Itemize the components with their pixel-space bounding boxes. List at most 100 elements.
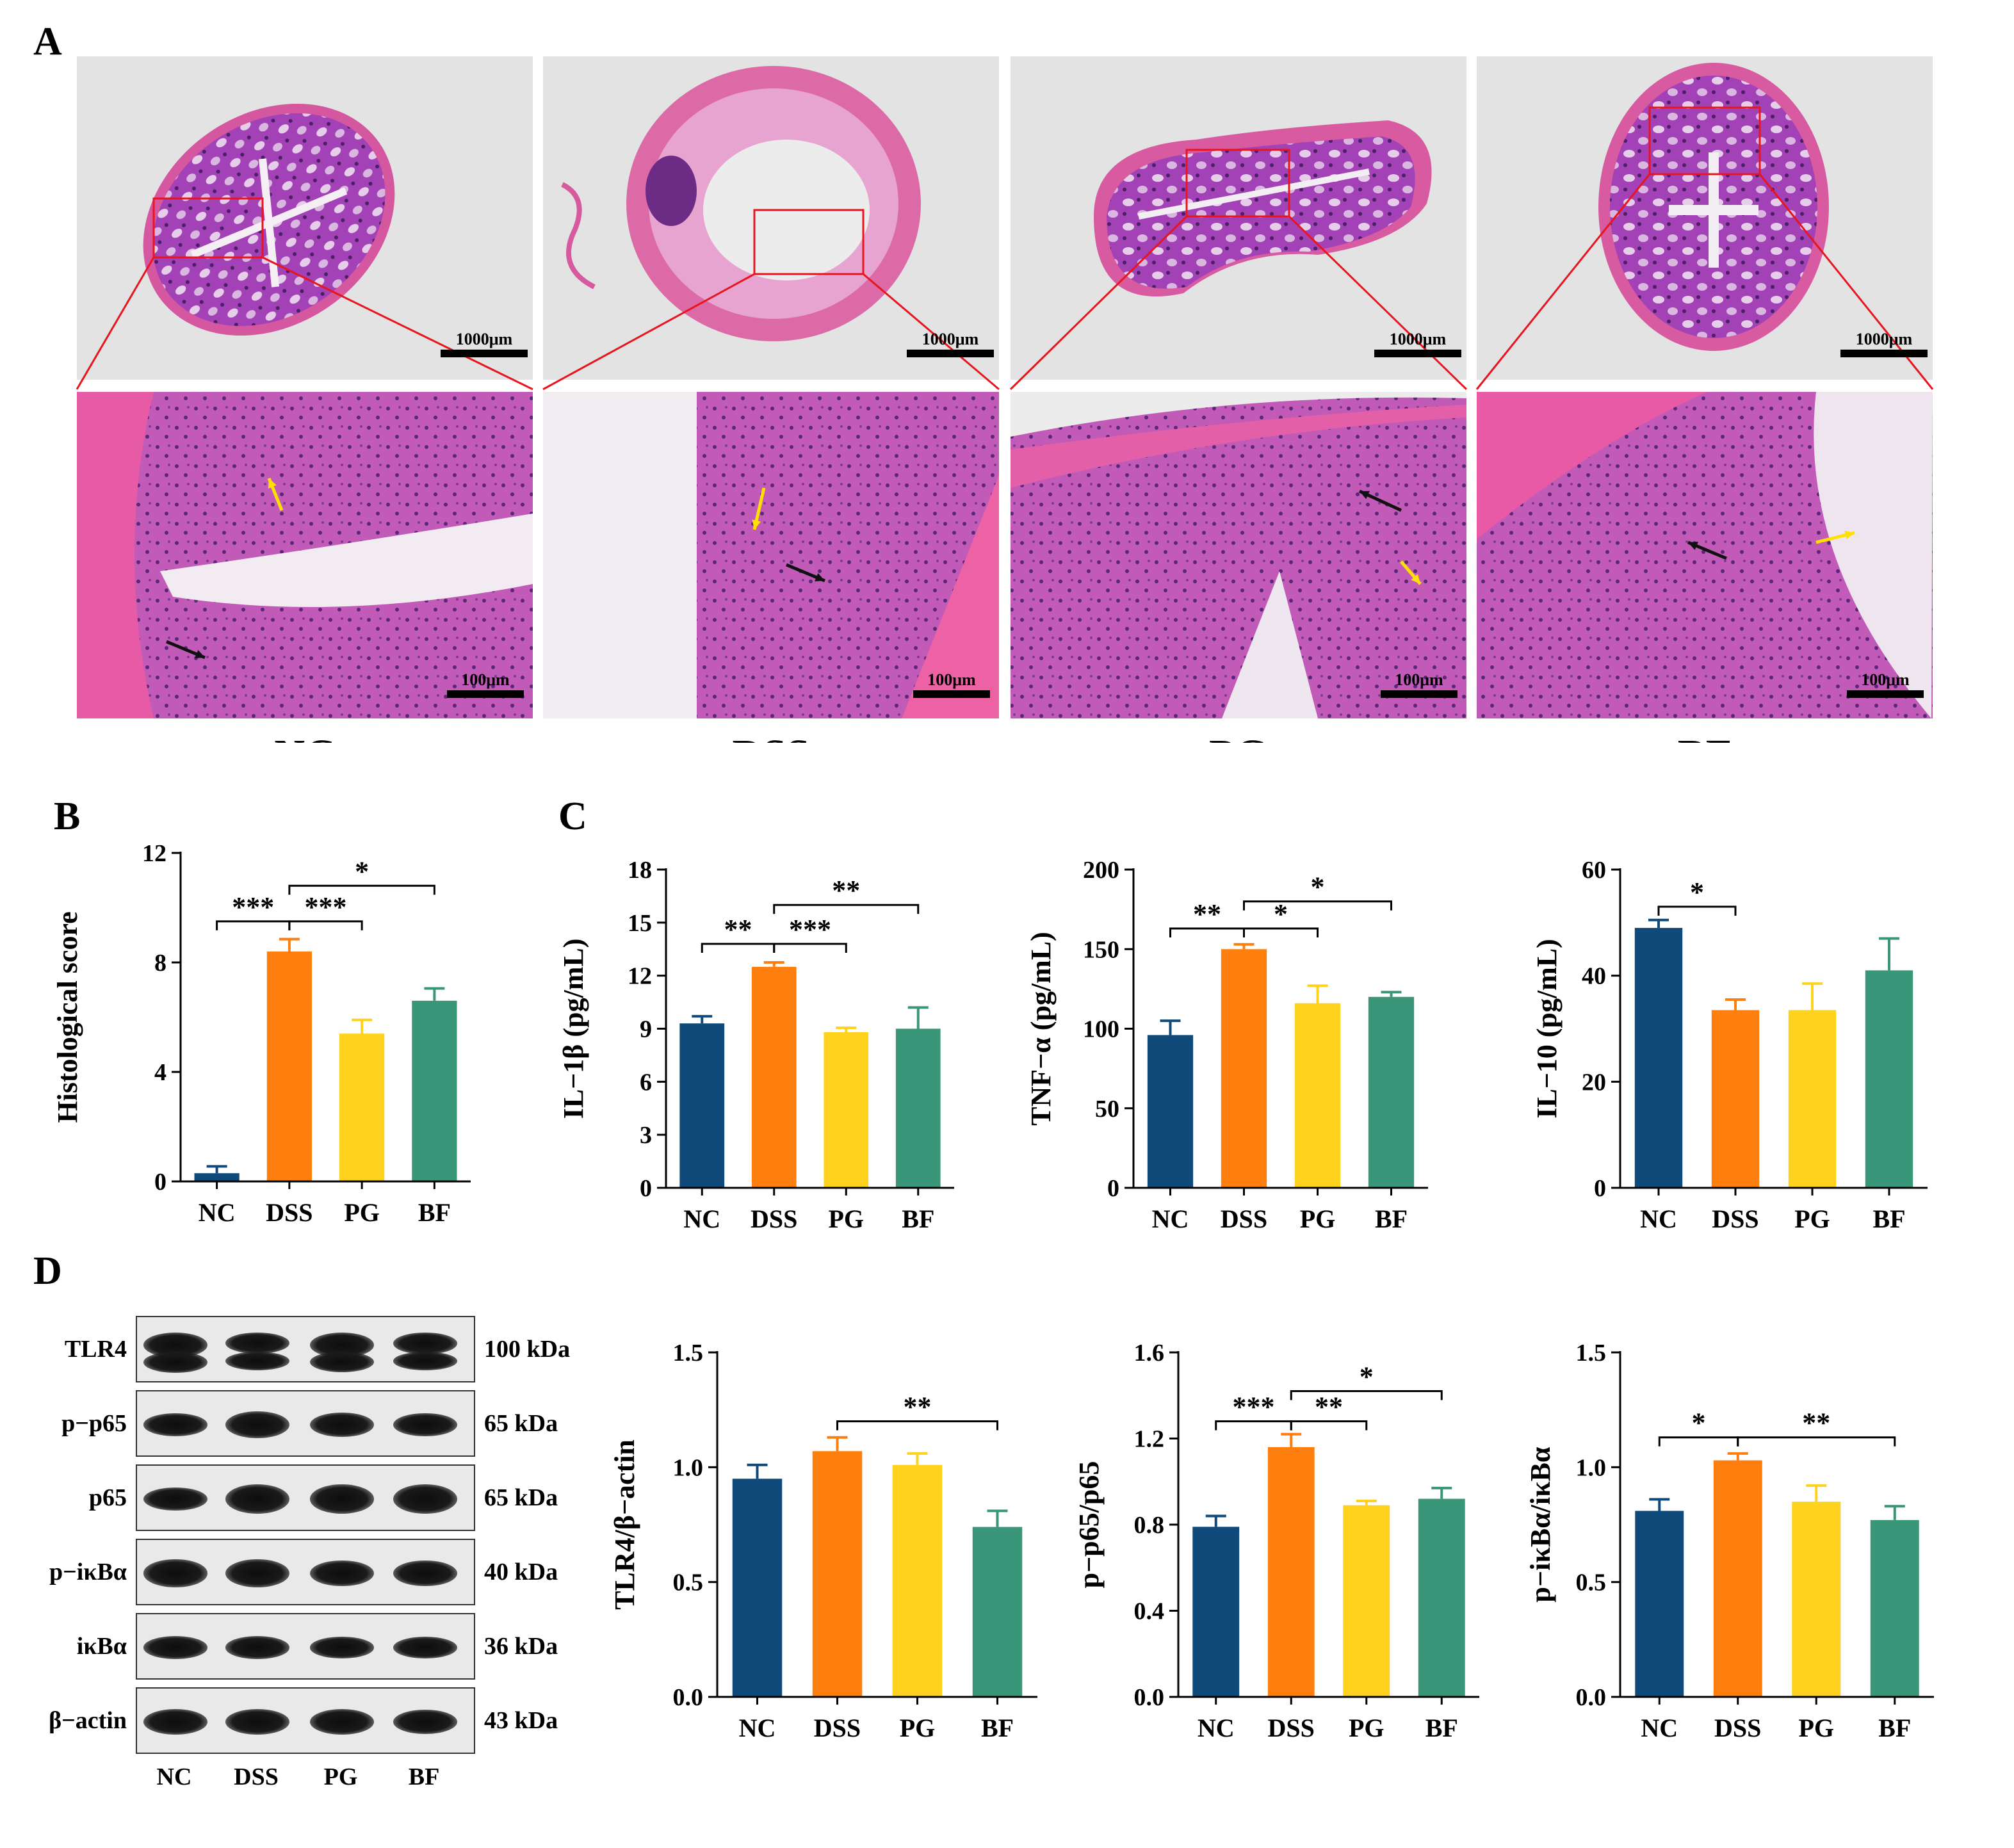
blot-kda-0: 100 kDa [484,1336,571,1363]
significance-bracket [701,943,776,953]
y-axis-label: p−p65/p65 [1073,1461,1105,1589]
scale-bar [1381,690,1458,698]
significance-bracket [1290,1390,1443,1400]
y-axis-label: Histological score [52,911,83,1123]
y-tick-label: 40 [1582,963,1606,990]
zoom-region-box [1185,149,1290,218]
blot-row [136,1613,475,1680]
significance-label: *** [789,914,831,945]
y-axis-label: IL−10 (pg/mL) [1531,939,1563,1119]
significance-label: * [355,855,369,887]
y-tick-label: 0.4 [1134,1598,1165,1625]
blot-band [393,1333,457,1355]
y-axis-label: TLR4/β−actin [609,1439,640,1610]
bar-bf [1368,996,1415,1188]
bar-nc [679,1023,725,1188]
x-tick-label: PG [1798,1714,1834,1742]
scale-bar [1374,350,1461,357]
bar-nc [732,1479,783,1697]
significance-label: ** [724,914,752,945]
significance-bracket [288,884,435,895]
zoom-region-box [152,197,264,259]
scale-bar [907,350,994,357]
y-tick-label: 1.0 [1576,1454,1607,1481]
blot-kda-4: 36 kDa [484,1633,558,1660]
x-tick-label: NC [1640,1204,1677,1233]
blot-band [225,1559,289,1588]
blot-band [393,1413,457,1437]
histology-column-dss: 1000μm 100μm [542,56,1000,718]
bar-nc [1634,928,1683,1188]
scale-bar [447,690,524,698]
blot-label-1: p−p65 [61,1410,127,1437]
x-tick-label: DSS [1712,1204,1758,1233]
y-tick-label: 1.2 [1134,1426,1165,1453]
blot-row [136,1539,475,1605]
significance-bracket [1215,1420,1292,1431]
y-tick-label: 12 [628,963,652,990]
bar-bf [1418,1498,1465,1697]
scale-bar [1847,690,1924,698]
blot-lane-nc: NC [156,1763,192,1790]
bar-dss [1221,949,1267,1188]
significance-label: *** [232,891,274,923]
x-tick-label: PG [900,1714,936,1742]
blot-band [143,1709,207,1735]
bar-nc [1635,1511,1684,1697]
bar-pg [1343,1505,1390,1697]
significance-bracket [1658,1436,1739,1447]
y-axis-label: TNF−α (pg/mL) [1025,932,1057,1126]
bar-bf [1865,970,1913,1188]
y-tick-label: 0 [1107,1175,1119,1202]
x-tick-label: DSS [266,1198,313,1227]
x-tick-label: DSS [814,1714,861,1742]
panel-label-b: B [54,795,81,838]
significance-label: * [1690,877,1704,908]
significance-bracket [288,920,363,930]
group-label-bf: BF [1678,731,1732,743]
blot-kda-1: 65 kDa [484,1410,558,1437]
blot-band [393,1352,457,1370]
y-tick-label: 1.5 [673,1340,704,1366]
x-tick-label: NC [1198,1714,1235,1742]
y-tick-label: 0.0 [1134,1684,1165,1711]
significance-bracket [773,904,920,914]
blot-band [143,1636,207,1659]
x-tick-label: PG [1349,1714,1385,1742]
y-tick-label: 0 [1594,1175,1606,1202]
bar-nc [1192,1527,1240,1697]
significance-bracket [1243,900,1392,911]
blot-band [225,1352,289,1370]
blot-label-5: β−actin [49,1707,127,1734]
blot-band [310,1352,374,1373]
bar-dss [1267,1447,1315,1697]
blot-band [225,1709,289,1735]
histology-column-nc: 1000μm 100μm [76,56,533,718]
significance-bracket [1657,905,1737,916]
bar-nc [194,1173,240,1181]
bar-pg [892,1464,943,1697]
bar-dss [812,1451,863,1697]
group-label-nc: NC [274,731,335,743]
chart-tlr4: NC DSS PG BF 0.0 0.5 1.0 1.5 TLR4/β−actin ** [609,1340,1037,1742]
significance-label: *** [305,891,347,923]
scale-bar-label-low: 1000μm [1856,330,1913,348]
blot-band [310,1412,374,1438]
scale-bar-label-high: 100μm [927,670,976,689]
blot-kda-2: 65 kDa [484,1484,558,1511]
histology-images: 1000μm 100μm NC 1000μm 100μm DSS 1000μm 100μm PG… [76,56,1934,743]
bar-bf [895,1028,941,1188]
x-tick-label: DSS [751,1204,797,1233]
x-tick-label: DSS [1268,1714,1315,1742]
scale-bar-label-low: 1000μm [456,330,513,348]
y-tick-label: 8 [154,950,166,977]
x-tick-label: DSS [1221,1204,1267,1233]
blot-band [143,1413,207,1436]
blot-band [310,1560,374,1587]
blot-band [310,1637,374,1658]
significance-label: * [1360,1361,1374,1393]
significance-bracket [1243,927,1319,937]
scale-bar [441,350,528,357]
